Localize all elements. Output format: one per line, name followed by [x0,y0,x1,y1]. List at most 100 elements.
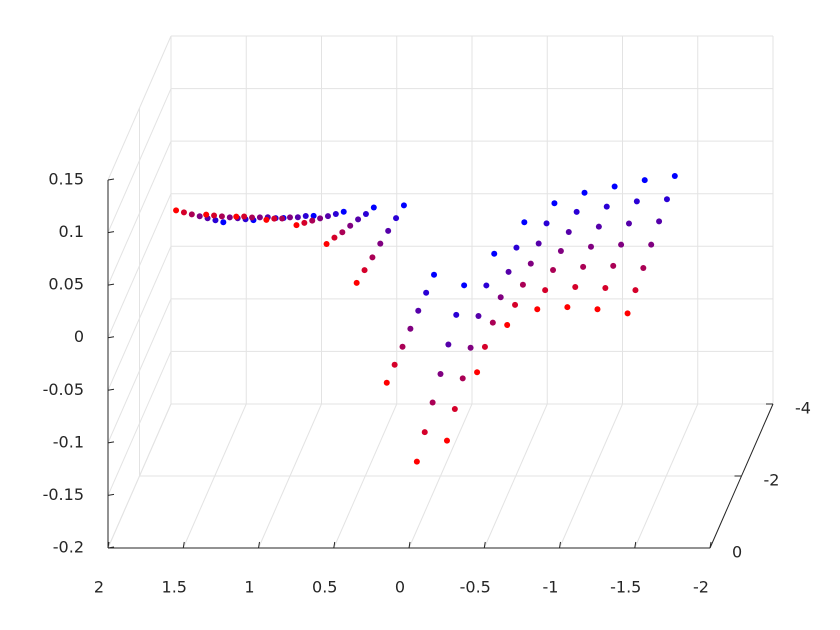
point [467,344,474,351]
point [513,244,520,251]
point [309,217,316,224]
point [317,215,324,222]
point [226,214,233,221]
point [640,264,647,271]
point [180,209,187,216]
point [535,240,542,247]
point [196,213,203,220]
tick-mark [709,541,712,549]
point [594,306,601,313]
z-tick-label: 0.05 [48,275,84,294]
point [595,223,602,230]
point [347,222,354,229]
point [671,172,678,179]
tick-mark [559,541,561,549]
point [483,282,490,289]
point [632,287,639,294]
x-tick-label: -1 [543,578,559,597]
point [233,213,240,220]
point [527,260,534,267]
point [211,212,218,219]
point [611,183,618,190]
point [421,429,428,436]
z-tick-label: 0.15 [48,170,84,189]
point [310,212,317,219]
x-tick-label: 0.5 [312,578,337,597]
point [415,307,422,314]
point [399,343,406,350]
point [241,213,248,220]
point [362,210,369,217]
tick-mark [107,388,115,391]
point [301,219,308,226]
point [512,301,519,308]
point [369,254,376,261]
point [294,214,301,221]
tick-mark [258,541,260,549]
x-tick-label: 2 [94,578,104,597]
point [648,241,655,248]
point [641,177,648,184]
z-tick-label: 0 [74,327,84,346]
point [423,289,430,296]
tick-mark [107,541,110,549]
z-tick-label: -0.2 [53,538,84,557]
tick-mark [107,493,115,496]
point [353,279,360,286]
point [212,217,219,224]
point [249,214,256,221]
point [521,219,528,226]
point [263,216,270,223]
point [218,213,225,220]
tick-mark [107,546,115,549]
point [602,285,609,292]
point [339,229,346,236]
point [271,215,278,222]
point [489,319,496,326]
point [580,263,587,270]
point [385,227,392,234]
point [557,247,564,254]
point [302,213,309,220]
y-tick-label: 0 [732,543,742,562]
point [445,341,452,348]
z-tick-label: -0.15 [43,485,84,504]
tick-mark [107,441,115,444]
point [542,287,549,294]
point [188,211,195,218]
point [565,228,572,235]
point [323,241,330,248]
point [610,262,617,269]
tick-mark [107,178,115,181]
point [437,371,444,378]
point [543,220,550,227]
point [534,306,541,313]
point [581,189,588,196]
point [331,234,338,241]
point [400,202,407,209]
point [474,369,481,376]
point [393,215,400,222]
point [220,219,227,226]
z-tick-label: -0.05 [43,380,84,399]
point [332,210,339,217]
point [443,437,450,444]
point [407,325,414,332]
point [451,405,458,412]
point [431,271,438,278]
x-tick-label: -1.5 [610,578,641,597]
tick-mark [107,336,115,339]
z-tick-label: 0.1 [59,222,84,241]
tick-mark [107,231,115,234]
point [588,243,594,250]
point [324,213,331,220]
x-tick-label: -0.5 [460,578,491,597]
point [391,361,398,368]
tick-mark [107,283,115,286]
point [173,207,180,214]
point [505,268,512,275]
point [203,211,210,218]
point [519,281,526,288]
point [361,267,368,274]
